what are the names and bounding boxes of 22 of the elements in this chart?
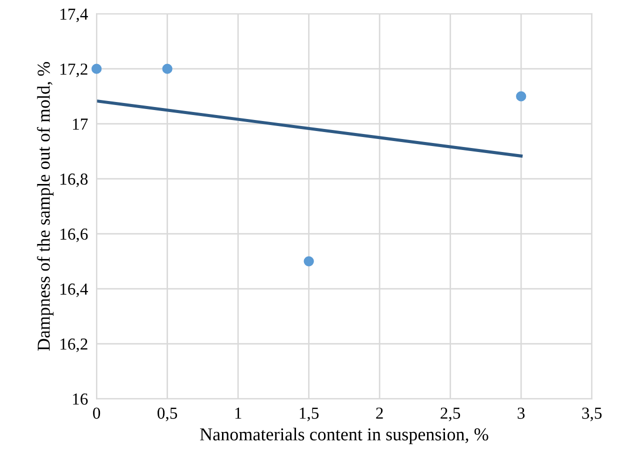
y-tick-label: 16,4 (60, 284, 88, 298)
x-tick-label: 3 (518, 408, 525, 419)
x-tick-label: 1,5 (300, 408, 319, 422)
x-tick-label: 2 (376, 408, 383, 419)
x-tick-label: 2,5 (440, 408, 460, 422)
point (304, 256, 314, 266)
y-axis-title: Dampness of the sample out of mold, % (36, 62, 54, 351)
x-tick-label: 1 (235, 408, 242, 419)
x-tick-label: 3,5 (582, 408, 602, 422)
y-tick-label: 16 (73, 394, 88, 405)
x-tick-label: 0,5 (158, 408, 178, 422)
x-axis-title: Nanomaterials content in suspension, % (200, 428, 488, 444)
y-tick-label: 17 (73, 118, 88, 130)
point (91, 64, 102, 74)
y-tick-label: 16,8 (60, 174, 88, 188)
point (162, 64, 172, 74)
point (516, 91, 526, 102)
y-tick-label: 17,2 (60, 64, 88, 78)
y-tick-label: 16,2 (60, 338, 88, 352)
y-tick-label: 17,4 (60, 8, 88, 22)
y-tick-label: 16,6 (60, 228, 88, 242)
x-tick-label: 0 (93, 408, 100, 419)
